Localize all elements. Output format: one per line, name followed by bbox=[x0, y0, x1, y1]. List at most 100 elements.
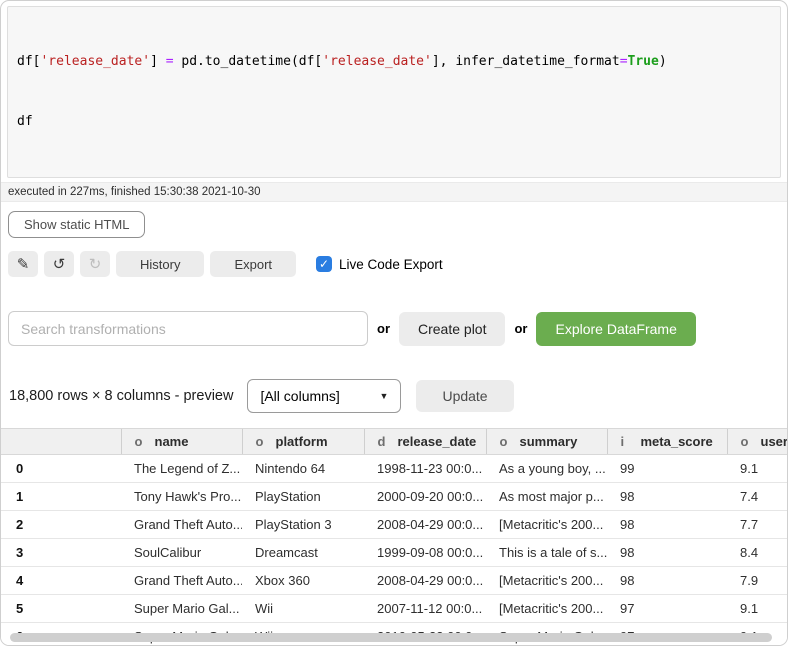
table-row[interactable]: 4 Grand Theft Auto... Xbox 360 2008-04-29 0… bbox=[1, 566, 787, 595]
table-cell: [Metacritic's 200... bbox=[486, 510, 607, 539]
table-row[interactable]: 5 Super Mario Gal... Wii 2007-11-12 00:0...… bbox=[1, 594, 787, 623]
table-cell: PlayStation 3 bbox=[242, 510, 364, 539]
update-button[interactable]: Update bbox=[416, 380, 514, 412]
table-cell: 7.7 bbox=[727, 510, 787, 539]
row-index: 0 bbox=[1, 454, 121, 483]
dataframe-shape-info: 18,800 rows × 8 columns - preview bbox=[9, 388, 234, 404]
table-cell: [Metacritic's 200... bbox=[486, 594, 607, 623]
table-cell: 1999-09-08 00:0... bbox=[364, 538, 486, 567]
redo-button[interactable]: ↻ bbox=[80, 251, 110, 277]
search-transformations-input[interactable] bbox=[8, 311, 368, 346]
edit-button[interactable]: ✎ bbox=[8, 251, 38, 277]
pencil-icon: ✎ bbox=[16, 255, 30, 273]
table-cell: 98 bbox=[607, 510, 727, 539]
column-header[interactable]: o user bbox=[726, 428, 788, 455]
table-cell: Xbox 360 bbox=[242, 566, 364, 595]
dtype-indicator: o bbox=[134, 434, 143, 449]
table-row[interactable]: 0 The Legend of Z... Nintendo 64 1998-11-23… bbox=[1, 454, 787, 483]
table-cell: The Legend of Z... bbox=[121, 454, 242, 483]
column-header[interactable]: o summary bbox=[485, 428, 607, 455]
row-index: 5 bbox=[1, 594, 121, 623]
table-cell: Dreamcast bbox=[242, 538, 364, 567]
columns-dropdown-value: [All columns] bbox=[260, 388, 340, 404]
chevron-down-icon: ▼ bbox=[379, 391, 389, 401]
table-cell: Super Mario Gal... bbox=[121, 594, 242, 623]
code-line: df['release_date'] = pd.to_datetime(df['… bbox=[17, 54, 667, 69]
column-header[interactable] bbox=[1, 428, 121, 455]
table-row[interactable]: 1 Tony Hawk's Pro... PlayStation 2000-09-20… bbox=[1, 482, 787, 511]
table-cell: 7.4 bbox=[727, 482, 787, 511]
code-cell[interactable]: df['release_date'] = pd.to_datetime(df['… bbox=[7, 6, 781, 178]
table-cell: 98 bbox=[607, 566, 727, 595]
table-cell: 2007-11-12 00:0... bbox=[364, 594, 486, 623]
table-cell: 9.1 bbox=[727, 454, 787, 483]
table-row[interactable]: 2 Grand Theft Auto... PlayStation 3 2008-04… bbox=[1, 510, 787, 539]
create-plot-button[interactable]: Create plot bbox=[399, 311, 506, 346]
table-cell: As a young boy, ... bbox=[486, 454, 607, 483]
table-cell: As most major p... bbox=[486, 482, 607, 511]
table-cell: Grand Theft Auto... bbox=[121, 510, 242, 539]
checked-checkbox-icon[interactable]: ✓ bbox=[316, 256, 333, 272]
table-cell: Tony Hawk's Pro... bbox=[121, 482, 242, 511]
column-header[interactable]: o name bbox=[120, 428, 242, 455]
toolbar: ✎ ↺ ↻ History Export ✓ Live Code Export bbox=[8, 251, 787, 277]
row-index: 3 bbox=[1, 538, 121, 567]
table-cell: 7.9 bbox=[727, 566, 787, 595]
table-cell: 2008-04-29 00:0... bbox=[364, 566, 486, 595]
table-cell: 2000-09-20 00:0... bbox=[364, 482, 486, 511]
or-label: or bbox=[377, 321, 390, 336]
execution-status: executed in 227ms, finished 15:30:38 202… bbox=[1, 182, 787, 202]
table-cell: 2008-04-29 00:0... bbox=[364, 510, 486, 539]
dtype-indicator: d bbox=[377, 434, 386, 449]
column-name: meta_score bbox=[640, 434, 713, 449]
column-name: name bbox=[154, 434, 189, 449]
column-name: user bbox=[760, 434, 788, 449]
column-name: release_date bbox=[397, 434, 477, 449]
dataframe-preview-table: o name o platform d release_date o summary i meta… bbox=[1, 428, 788, 645]
table-cell: PlayStation bbox=[242, 482, 364, 511]
table-cell: This is a tale of s... bbox=[486, 538, 607, 567]
table-cell: Nintendo 64 bbox=[242, 454, 364, 483]
column-header[interactable]: i meta_score bbox=[606, 428, 727, 455]
table-row[interactable]: 3 SoulCalibur Dreamcast 1999-09-08 00:0... T… bbox=[1, 538, 787, 567]
or-label: or bbox=[514, 321, 528, 336]
live-code-export-label: Live Code Export bbox=[339, 256, 443, 272]
export-button[interactable]: Export bbox=[210, 251, 297, 277]
action-row: or Create plot or Explore DataFrame bbox=[8, 311, 787, 346]
dtype-indicator: o bbox=[255, 434, 264, 449]
show-static-html-button[interactable]: Show static HTML bbox=[8, 211, 146, 238]
horizontal-scrollbar[interactable] bbox=[10, 633, 772, 642]
table-cell: Wii bbox=[242, 594, 364, 623]
table-cell: [Metacritic's 200... bbox=[486, 566, 607, 595]
row-index: 2 bbox=[1, 510, 121, 539]
table-cell: 98 bbox=[607, 482, 727, 511]
column-header[interactable]: d release_date bbox=[363, 428, 486, 455]
table-cell: 98 bbox=[607, 538, 727, 567]
dtype-indicator: i bbox=[620, 434, 625, 449]
table-cell: 8.4 bbox=[727, 538, 787, 567]
redo-icon: ↻ bbox=[88, 255, 102, 273]
column-name: platform bbox=[275, 434, 328, 449]
history-button[interactable]: History bbox=[116, 251, 205, 277]
live-code-export-toggle[interactable]: ✓ Live Code Export bbox=[316, 256, 443, 272]
table-cell: SoulCalibur bbox=[121, 538, 242, 567]
table-header-row: o name o platform d release_date o summary i meta… bbox=[1, 428, 788, 455]
preview-controls-row: 18,800 rows × 8 columns - preview [All c… bbox=[9, 379, 787, 413]
table-cell: 99 bbox=[607, 454, 727, 483]
dtype-indicator: o bbox=[740, 434, 749, 449]
row-index: 1 bbox=[1, 482, 121, 511]
undo-button[interactable]: ↺ bbox=[44, 251, 74, 277]
column-name: summary bbox=[519, 434, 578, 449]
undo-icon: ↺ bbox=[52, 255, 66, 273]
column-header[interactable]: o platform bbox=[241, 428, 364, 455]
table-cell: 97 bbox=[607, 594, 727, 623]
table-cell: 1998-11-23 00:0... bbox=[364, 454, 486, 483]
code-line: df bbox=[17, 114, 33, 129]
columns-dropdown[interactable]: [All columns] ▼ bbox=[247, 379, 402, 413]
row-index: 4 bbox=[1, 566, 121, 595]
explore-dataframe-button[interactable]: Explore DataFrame bbox=[536, 311, 696, 346]
table-cell: Grand Theft Auto... bbox=[121, 566, 242, 595]
dtype-indicator: o bbox=[499, 434, 508, 449]
table-cell: 9.1 bbox=[727, 594, 787, 623]
